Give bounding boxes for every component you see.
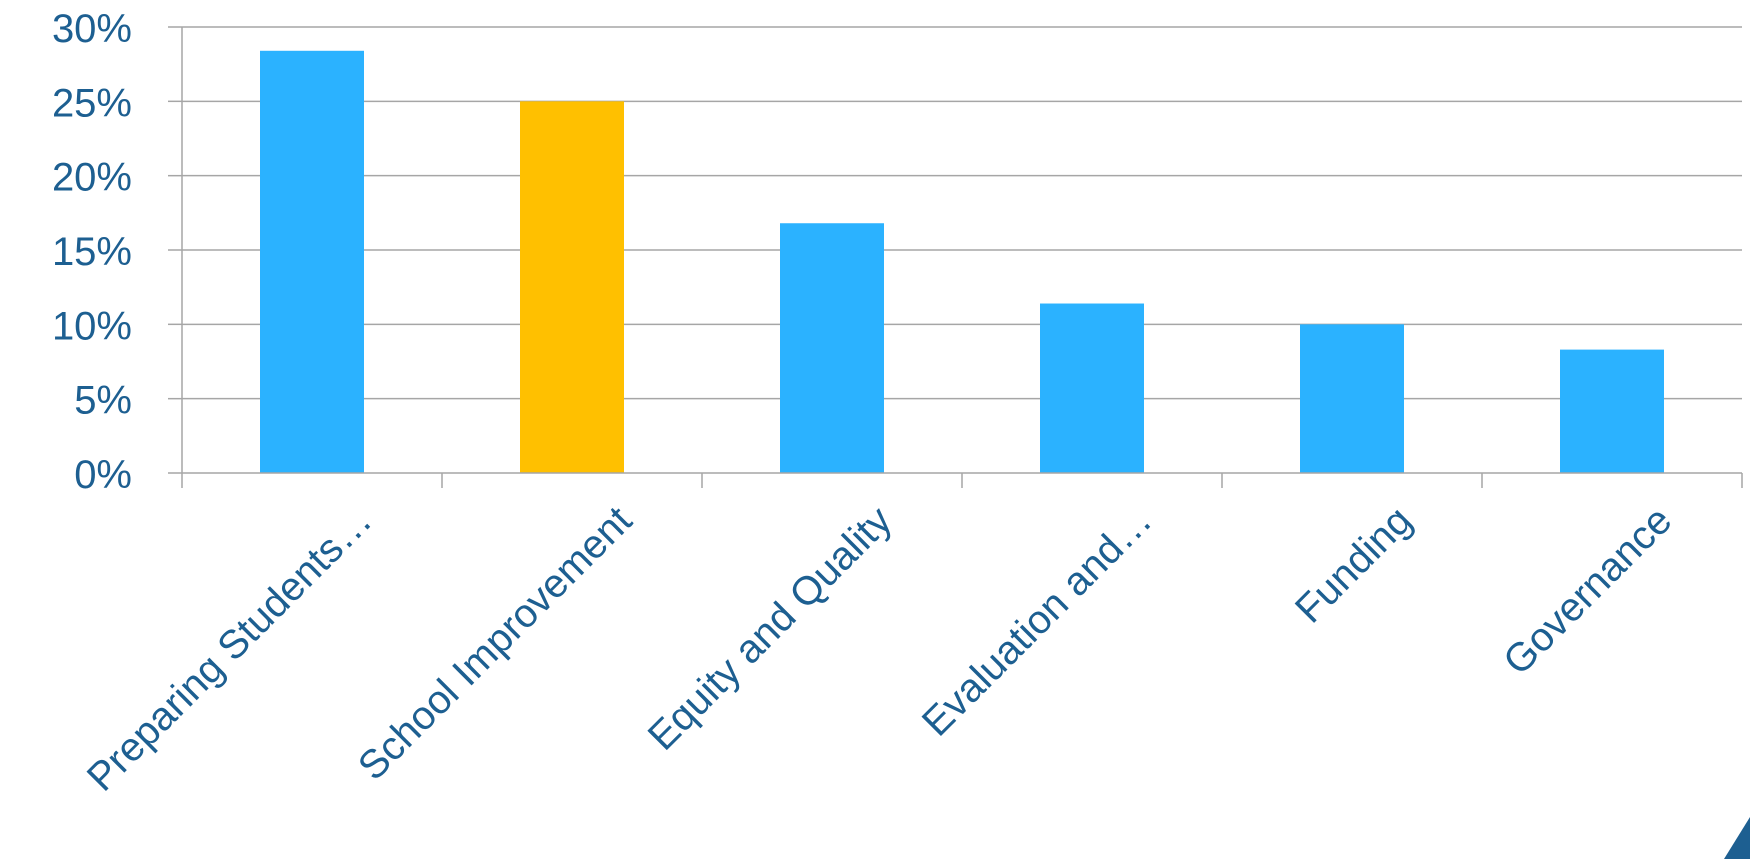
- y-tick-label: 15%: [52, 230, 132, 274]
- bars: [260, 50, 1664, 473]
- x-tick-label: Equity and Quality: [640, 498, 901, 759]
- bar-6: [1560, 349, 1664, 473]
- y-tick-label: 0%: [74, 453, 132, 497]
- decor: [1724, 817, 1750, 859]
- bar-3: [780, 223, 884, 473]
- x-tick-label: School Improvement: [350, 498, 641, 789]
- x-tick-label: Governance: [1495, 498, 1680, 683]
- y-tick-label: 5%: [74, 379, 132, 423]
- y-tick-label: 30%: [52, 7, 132, 51]
- triangle-accent-icon: [1724, 817, 1750, 859]
- y-tick-label: 25%: [52, 81, 132, 125]
- x-axis: [168, 26, 1743, 488]
- x-tick-label: Funding: [1287, 498, 1420, 631]
- x-tick-label: Preparing Students…: [79, 498, 381, 800]
- y-tick-label: 20%: [52, 156, 132, 200]
- bar-4: [1040, 303, 1144, 473]
- bar-1: [260, 50, 364, 473]
- bar-2: [520, 101, 624, 473]
- bar-5: [1300, 324, 1404, 473]
- y-tick-label: 10%: [52, 304, 132, 348]
- x-tick-label: Evaluation and…: [914, 498, 1161, 745]
- x-tick-labels: Preparing Students…School Improvement Equ…: [79, 498, 1681, 800]
- gridlines: [182, 26, 1742, 400]
- y-tick-labels: 0% 5% 10% 15% 20% 25% 30%: [52, 7, 132, 497]
